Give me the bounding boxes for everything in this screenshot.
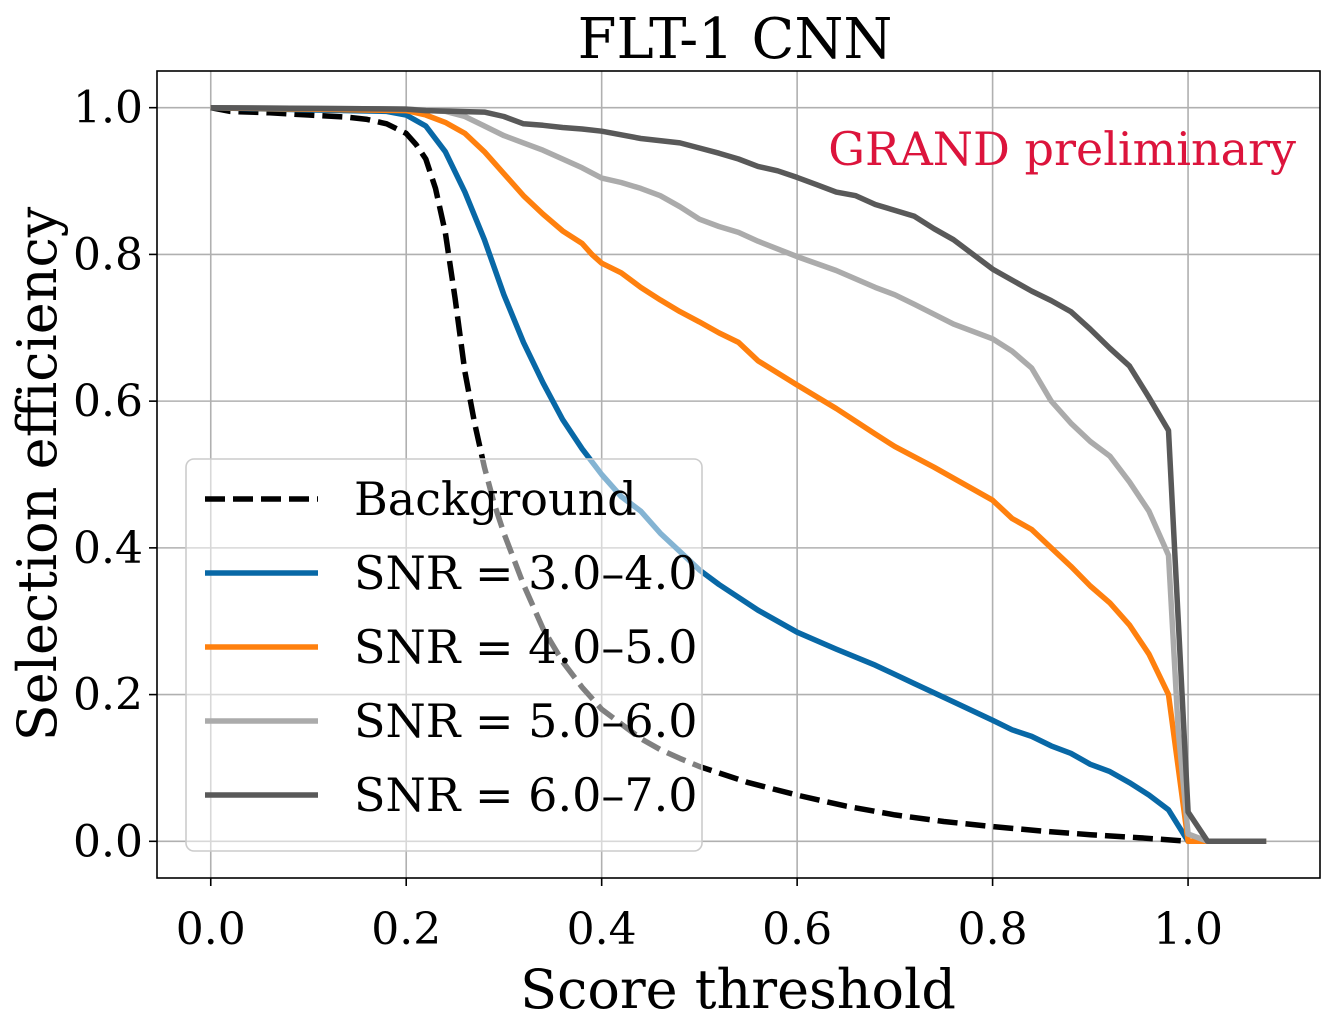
legend-label-2: SNR = 4.0–5.0 [354, 620, 698, 674]
x-axis-ticks: 0.0 0.2 0.4 0.6 0.8 1.0 [176, 878, 1223, 955]
series-line-3 [210, 104, 1267, 845]
y-tick-label: 1.0 [73, 83, 143, 134]
x-tick-label: 0.2 [371, 904, 441, 955]
y-tick-label: 0.4 [73, 523, 143, 574]
series-line-2 [210, 104, 1267, 845]
series-line-0 [210, 104, 1189, 845]
plot-frame [156, 70, 1321, 879]
legend-label-3: SNR = 5.0–6.0 [354, 694, 698, 748]
series-line-4 [210, 104, 1267, 845]
y-axis-label: Selection efficiency [6, 206, 69, 741]
y-tick-label: 0.2 [73, 670, 143, 721]
legend-label-1: SNR = 3.0–4.0 [354, 546, 698, 600]
y-tick-label: 0.8 [73, 229, 143, 280]
legend-label-4: SNR = 6.0–7.0 [354, 768, 698, 822]
x-tick-label: 1.0 [1153, 904, 1223, 955]
chart-title: FLT-1 CNN [578, 7, 893, 72]
legend-label-0: Background [354, 472, 637, 526]
series-group [210, 104, 1267, 845]
annotation-grand-preliminary: GRAND preliminary [828, 122, 1296, 176]
legend-box [185, 458, 703, 852]
x-tick-label: 0.6 [762, 904, 832, 955]
x-tick-label: 0.0 [176, 904, 246, 955]
y-tick-label: 0.0 [73, 816, 143, 867]
x-axis-label: Score threshold [520, 958, 956, 1021]
x-tick-label: 0.8 [958, 904, 1028, 955]
y-tick-label: 0.6 [73, 376, 143, 427]
legend: Background SNR = 3.0–4.0 SNR = 4.0–5.0 SNR … [185, 458, 703, 852]
y-axis-ticks: 0.0 0.2 0.4 0.6 0.8 1.0 [73, 83, 157, 867]
x-tick-label: 0.4 [567, 904, 637, 955]
series-line-1 [210, 104, 1267, 845]
